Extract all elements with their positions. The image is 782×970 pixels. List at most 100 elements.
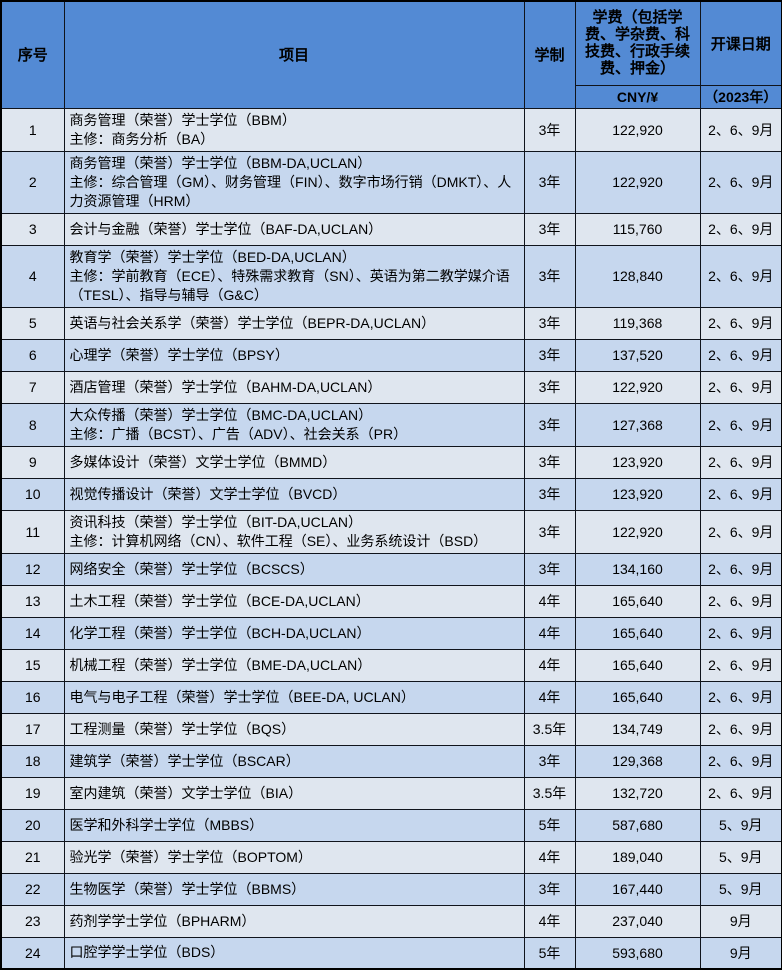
col-header-program: 项目 (63, 0, 525, 109)
table-row: 4 教育学（荣誉）学士学位（BED-DA,UCLAN） 主修：学前教育（ECE）… (0, 244, 782, 308)
start-dates: 2、6、9月 (699, 244, 782, 308)
table-row: 3 会计与金融（荣誉）学士学位（BAF-DA,UCLAN） 3年 115,760… (0, 212, 782, 246)
start-dates: 2、6、9月 (699, 680, 782, 714)
table-row: 9 多媒体设计（荣誉）文学士学位（BMMD） 3年 123,920 2、6、9月 (0, 445, 782, 479)
start-dates: 2、6、9月 (699, 616, 782, 650)
col-header-fee: 学费（包括学费、学杂费、科技费、行政手续费、押金） (574, 0, 701, 86)
start-dates: 9月 (699, 904, 782, 938)
start-dates: 2、6、9月 (699, 648, 782, 682)
duration: 3年 (523, 338, 576, 372)
duration: 4年 (523, 680, 576, 714)
duration: 3年 (523, 370, 576, 404)
row-number: 22 (0, 872, 65, 906)
col-header-start-date: 开课日期 (699, 0, 782, 86)
fee-amount: 115,760 (574, 212, 701, 246)
fee-amount: 122,920 (574, 370, 701, 404)
row-number: 17 (0, 712, 65, 746)
duration: 4年 (523, 616, 576, 650)
row-number: 10 (0, 477, 65, 511)
row-number: 9 (0, 445, 65, 479)
duration: 3年 (523, 509, 576, 554)
program-name: 教育学（荣誉）学士学位（BED-DA,UCLAN） 主修：学前教育（ECE）、特… (63, 244, 525, 308)
program-name: 土木工程（荣誉）学士学位（BCE-DA,UCLAN） (63, 584, 525, 618)
fee-amount: 123,920 (574, 477, 701, 511)
duration: 4年 (523, 648, 576, 682)
table-row: 24 口腔学学士学位（BDS） 5年 593,680 9月 (0, 936, 782, 970)
program-name: 商务管理（荣誉）学士学位（BBM-DA,UCLAN） 主修：综合管理（GM）、财… (63, 150, 525, 214)
table-row: 23 药剂学学士学位（BPHARM） 4年 237,040 9月 (0, 904, 782, 938)
program-name: 酒店管理（荣誉）学士学位（BAHM-DA,UCLAN） (63, 370, 525, 404)
fee-amount: 587,680 (574, 808, 701, 842)
table-body: 1 商务管理（荣誉）学士学位（BBM） 主修：商务分析（BA） 3年 122,9… (0, 107, 782, 970)
duration: 3年 (523, 402, 576, 447)
program-name: 资讯科技（荣誉）学士学位（BIT-DA,UCLAN） 主修：计算机网络（CN）、… (63, 509, 525, 554)
start-dates: 2、6、9月 (699, 509, 782, 554)
row-number: 13 (0, 584, 65, 618)
start-dates: 5、9月 (699, 808, 782, 842)
col-header-fee-unit: CNY/¥ (574, 84, 701, 109)
start-dates: 9月 (699, 936, 782, 970)
program-name: 电气与电子工程（荣誉）学士学位（BEE-DA, UCLAN） (63, 680, 525, 714)
row-number: 19 (0, 776, 65, 810)
program-name: 生物医学（荣誉）学士学位（BBMS） (63, 872, 525, 906)
start-dates: 5、9月 (699, 872, 782, 906)
program-name: 药剂学学士学位（BPHARM） (63, 904, 525, 938)
duration: 3年 (523, 477, 576, 511)
fee-amount: 167,440 (574, 872, 701, 906)
fee-amount: 593,680 (574, 936, 701, 970)
fee-amount: 122,920 (574, 150, 701, 214)
program-name: 多媒体设计（荣誉）文学士学位（BMMD） (63, 445, 525, 479)
row-number: 2 (0, 150, 65, 214)
duration: 4年 (523, 904, 576, 938)
duration: 3年 (523, 744, 576, 778)
col-header-no: 序号 (0, 0, 65, 109)
program-name: 验光学（荣誉）学士学位（BOPTOM） (63, 840, 525, 874)
duration: 5年 (523, 808, 576, 842)
table-row: 18 建筑学（荣誉）学士学位（BSCAR） 3年 129,368 2、6、9月 (0, 744, 782, 778)
table-row: 19 室内建筑（荣誉）文学士学位（BIA） 3.5年 132,720 2、6、9… (0, 776, 782, 810)
start-dates: 2、6、9月 (699, 584, 782, 618)
program-name: 建筑学（荣誉）学士学位（BSCAR） (63, 744, 525, 778)
row-number: 21 (0, 840, 65, 874)
start-dates: 2、6、9月 (699, 212, 782, 246)
table-row: 16 电气与电子工程（荣誉）学士学位（BEE-DA, UCLAN） 4年 165… (0, 680, 782, 714)
table-row: 5 英语与社会关系学（荣誉）学士学位（BEPR-DA,UCLAN） 3年 119… (0, 306, 782, 340)
table-row: 11 资讯科技（荣誉）学士学位（BIT-DA,UCLAN） 主修：计算机网络（C… (0, 509, 782, 554)
fee-amount: 119,368 (574, 306, 701, 340)
row-number: 3 (0, 212, 65, 246)
start-dates: 2、6、9月 (699, 552, 782, 586)
row-number: 23 (0, 904, 65, 938)
program-name: 心理学（荣誉）学士学位（BPSY） (63, 338, 525, 372)
fee-amount: 129,368 (574, 744, 701, 778)
fee-amount: 122,920 (574, 107, 701, 152)
fee-amount: 134,160 (574, 552, 701, 586)
table-row: 15 机械工程（荣誉）学士学位（BME-DA,UCLAN） 4年 165,640… (0, 648, 782, 682)
row-number: 7 (0, 370, 65, 404)
row-number: 14 (0, 616, 65, 650)
fee-amount: 189,040 (574, 840, 701, 874)
table-row: 13 土木工程（荣誉）学士学位（BCE-DA,UCLAN） 4年 165,640… (0, 584, 782, 618)
fee-amount: 165,640 (574, 680, 701, 714)
fee-amount: 134,749 (574, 712, 701, 746)
table-row: 6 心理学（荣誉）学士学位（BPSY） 3年 137,520 2、6、9月 (0, 338, 782, 372)
row-number: 1 (0, 107, 65, 152)
table-header: 序号 项目 学制 学费（包括学费、学杂费、科技费、行政手续费、押金） 开课日期 … (0, 0, 782, 109)
start-dates: 2、6、9月 (699, 712, 782, 746)
fee-amount: 127,368 (574, 402, 701, 447)
table-row: 14 化学工程（荣誉）学士学位（BCH-DA,UCLAN） 4年 165,640… (0, 616, 782, 650)
table-row: 2 商务管理（荣誉）学士学位（BBM-DA,UCLAN） 主修：综合管理（GM）… (0, 150, 782, 214)
row-number: 16 (0, 680, 65, 714)
start-dates: 2、6、9月 (699, 338, 782, 372)
start-dates: 2、6、9月 (699, 744, 782, 778)
fee-amount: 237,040 (574, 904, 701, 938)
program-name: 网络安全（荣誉）学士学位（BCSCS） (63, 552, 525, 586)
duration: 3年 (523, 552, 576, 586)
row-number: 12 (0, 552, 65, 586)
duration: 4年 (523, 840, 576, 874)
table-row: 20 医学和外科学士学位（MBBS） 5年 587,680 5、9月 (0, 808, 782, 842)
col-header-duration: 学制 (523, 0, 576, 109)
program-name: 机械工程（荣誉）学士学位（BME-DA,UCLAN） (63, 648, 525, 682)
duration: 3年 (523, 244, 576, 308)
fee-amount: 137,520 (574, 338, 701, 372)
